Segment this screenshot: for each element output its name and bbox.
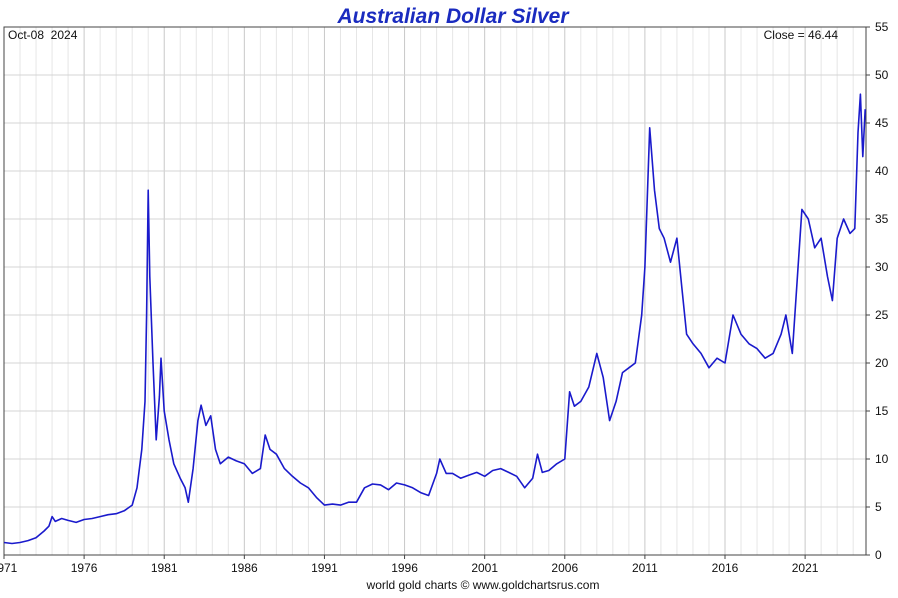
chart-title: Australian Dollar Silver bbox=[336, 5, 570, 28]
y-tick-label: 10 bbox=[875, 452, 889, 466]
x-tick-label: 2021 bbox=[792, 561, 819, 575]
x-tick-label: 2011 bbox=[632, 561, 658, 575]
y-tick-label: 40 bbox=[875, 164, 889, 178]
y-tick-label: 30 bbox=[875, 260, 889, 274]
x-axis-ticks: 1971 1976 1981 1986 1991 1996 2001 2006 2011 2016… bbox=[0, 555, 819, 575]
series-line-silver-aud bbox=[3, 93, 866, 545]
x-tick-label: 2016 bbox=[712, 561, 739, 575]
y-tick-label: 15 bbox=[875, 404, 889, 418]
close-value-label: Close = 46.44 bbox=[764, 28, 839, 42]
x-tick-label: 2006 bbox=[551, 561, 578, 575]
x-tick-label: 1996 bbox=[391, 561, 418, 575]
y-tick-label: 35 bbox=[875, 212, 889, 226]
x-tick-label: 1986 bbox=[231, 561, 258, 575]
y-tick-label: 50 bbox=[875, 68, 889, 82]
y-tick-label: 20 bbox=[875, 356, 889, 370]
y-tick-label: 25 bbox=[875, 308, 889, 322]
y-axis-ticks: 0 5 10 15 20 25 30 35 40 45 50 55 bbox=[866, 20, 889, 562]
x-tick-label: 1991 bbox=[311, 561, 338, 575]
plot-area-frame bbox=[3, 26, 867, 556]
y-tick-label: 55 bbox=[875, 20, 889, 34]
date-label: Oct-08 2024 bbox=[8, 28, 78, 42]
y-tick-label: 45 bbox=[875, 116, 889, 130]
x-tick-label: 1976 bbox=[71, 561, 98, 575]
y-tick-label: 5 bbox=[875, 500, 882, 514]
x-tick-label: 2001 bbox=[471, 561, 498, 575]
credit-label: world gold charts © www.goldchartsrus.co… bbox=[366, 578, 600, 592]
x-tick-label: 1981 bbox=[151, 561, 178, 575]
y-tick-label: 0 bbox=[875, 548, 882, 562]
series-layer bbox=[3, 93, 866, 545]
x-tick-label: 1971 bbox=[0, 561, 18, 575]
